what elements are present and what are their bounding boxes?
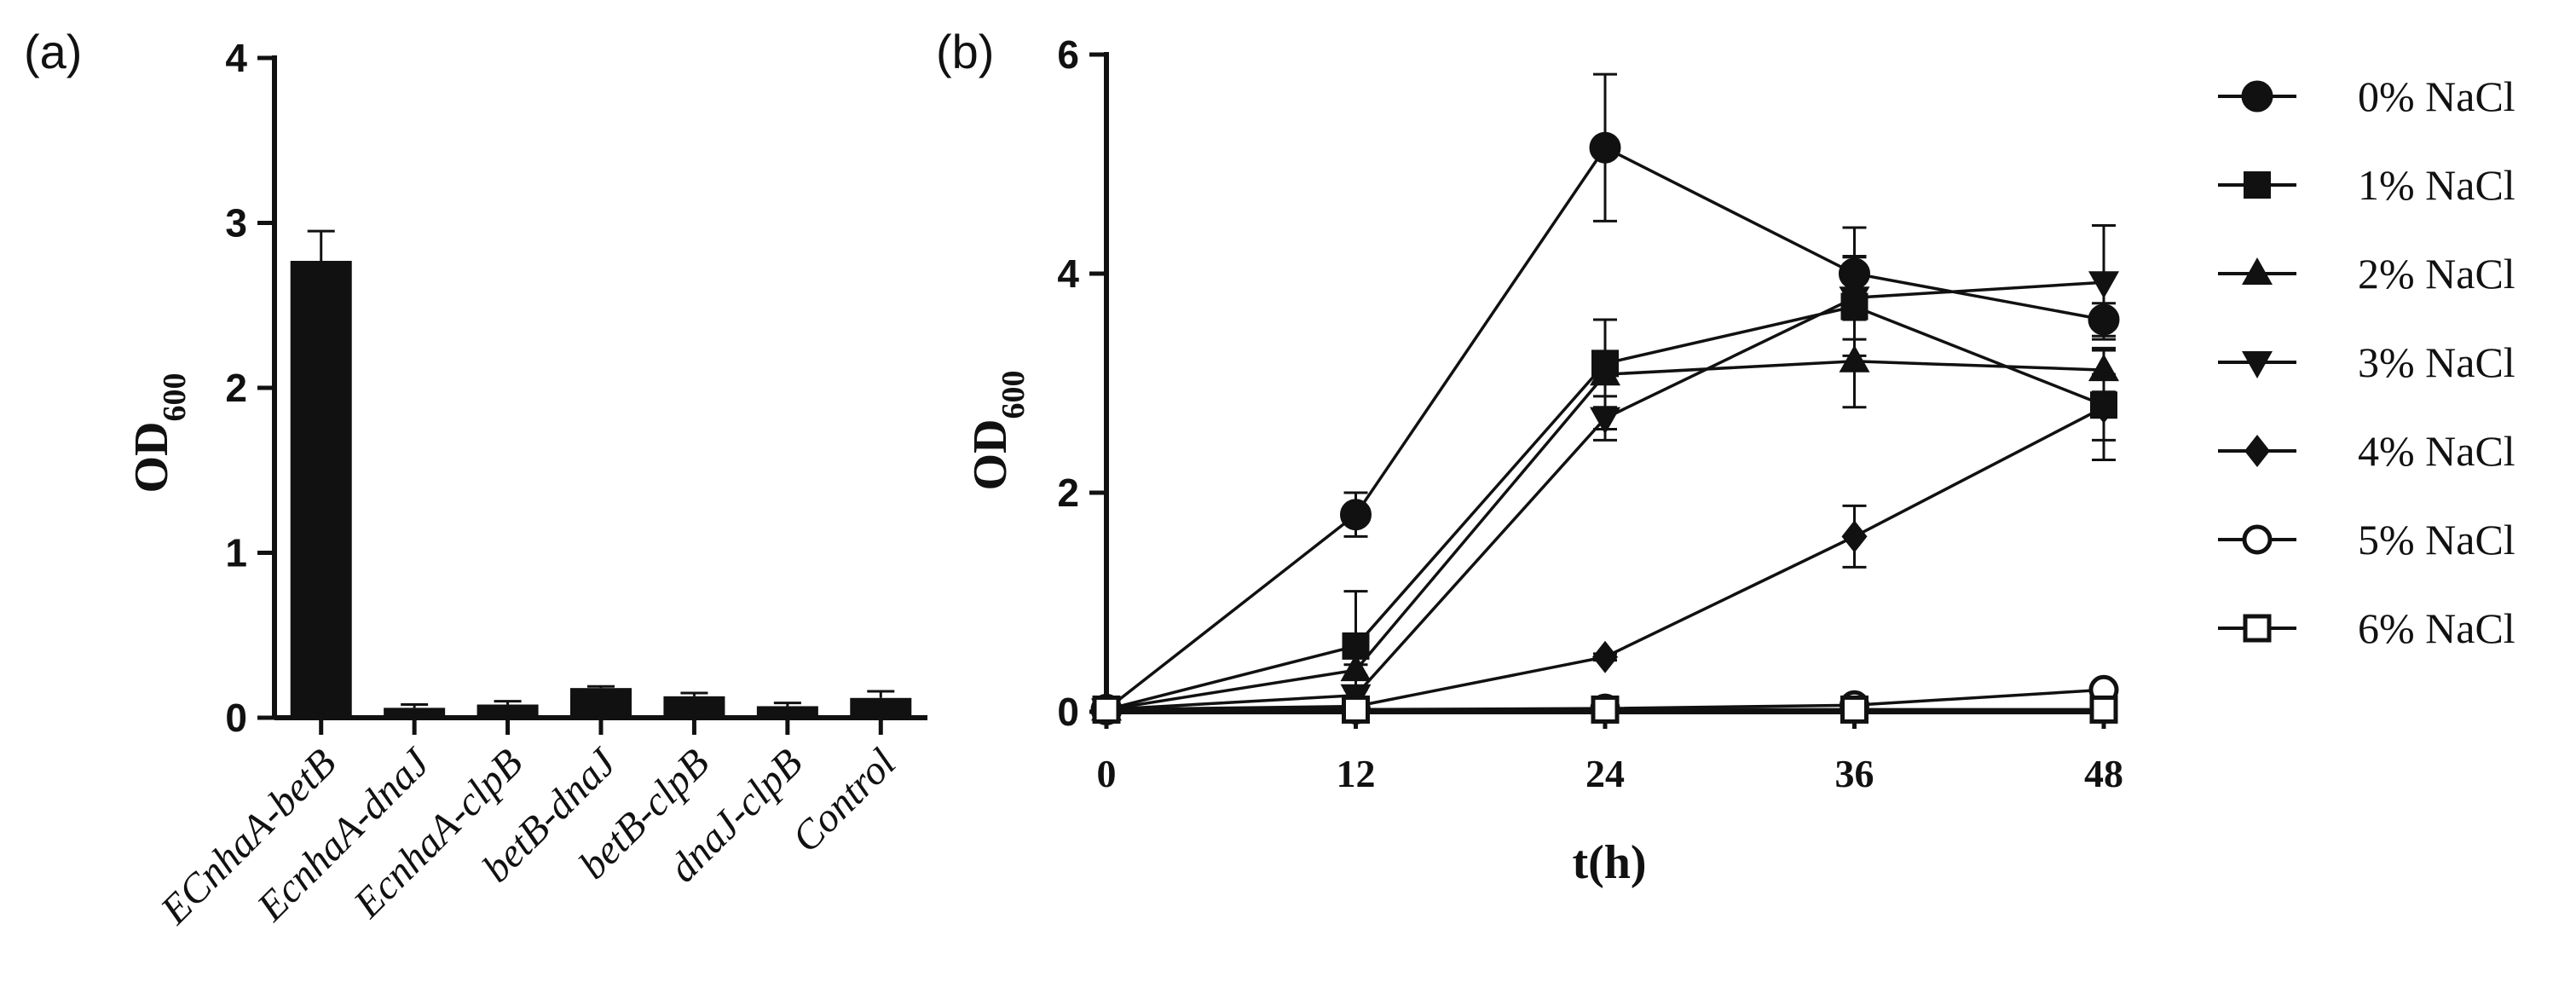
chart-b-xtick-label: 12	[1337, 752, 1376, 795]
data-point	[2091, 390, 2117, 424]
chart-b-ytick-label: 6	[1057, 32, 1079, 77]
legend-marker	[2243, 614, 2272, 643]
data-point	[1839, 344, 1870, 373]
series-6-nacl	[1092, 695, 2118, 724]
bar	[850, 697, 912, 718]
data-point	[2088, 271, 2119, 299]
legend-label: 4% NaCl	[2358, 427, 2515, 475]
chart-b-ytick-label: 0	[1057, 690, 1079, 734]
chart-b-ylabel-sub: 600	[996, 371, 1031, 419]
chart-a-ytick-label: 4	[225, 36, 247, 80]
bar	[384, 708, 446, 718]
chart-b-xtick-label: 36	[1835, 752, 1874, 795]
data-point	[1592, 640, 1618, 673]
data-point	[2089, 695, 2118, 724]
legend-marker	[2244, 171, 2271, 199]
bar	[290, 261, 352, 718]
chart-a-ylabel: OD600	[125, 373, 193, 494]
legend-marker	[2242, 524, 2273, 555]
legend-marker	[2242, 351, 2273, 378]
data-point	[1340, 654, 1372, 682]
chart-a-ytick-label: 2	[225, 366, 247, 410]
data-point	[1841, 520, 1868, 553]
panel-a-label: (a)	[24, 25, 82, 78]
chart-a-ytick-label: 0	[225, 696, 247, 740]
bar	[663, 696, 725, 718]
data-point	[1590, 358, 1620, 386]
data-point	[1591, 695, 1620, 724]
legend-marker	[2242, 257, 2273, 285]
legend-label: 1% NaCl	[2358, 161, 2515, 209]
chart-b-legend: 0% NaCl 1% NaCl 2% NaCl 3% NaCl 4% NaCl 5% Na…	[2218, 72, 2515, 652]
legend-marker	[2241, 80, 2273, 113]
chart-b-xtick-label: 0	[1097, 752, 1117, 795]
bar	[756, 706, 818, 718]
chart-b-ylabel-main: OD	[964, 419, 1017, 491]
series-3-nacl	[1091, 223, 2119, 726]
legend-label: 3% NaCl	[2358, 338, 2515, 386]
panel-b-label: (b)	[936, 25, 994, 78]
legend-label: 5% NaCl	[2358, 516, 2515, 563]
chart-b-xtick-label: 48	[2084, 752, 2123, 795]
chart-b-ytick-label: 4	[1057, 251, 1079, 296]
bar	[570, 688, 632, 718]
chart-b-xtick-label: 24	[1585, 752, 1625, 795]
legend-label: 6% NaCl	[2358, 604, 2515, 652]
data-point	[1092, 695, 1121, 724]
chart-a-ytick-label: 3	[225, 201, 247, 245]
chart-a-ylabel-main: OD	[125, 422, 178, 494]
chart-b-ylabel: OD600	[964, 371, 1031, 491]
data-point	[1589, 131, 1621, 164]
bar-chart-a: OD600 01234ECnhaA-betBEcnhaA-dnaJEcnhaA-…	[125, 36, 927, 933]
chart-b-ytick-label: 2	[1057, 471, 1079, 515]
data-point	[1342, 695, 1370, 724]
chart-a-xtick-label: Control	[783, 740, 904, 861]
legend-label: 2% NaCl	[2358, 250, 2515, 297]
legend-marker	[2244, 435, 2270, 467]
legend-label: 0% NaCl	[2358, 72, 2515, 120]
data-point	[1839, 286, 1870, 315]
data-point	[1840, 695, 1868, 724]
chart-a-ylabel-sub: 600	[157, 373, 193, 422]
chart-a-ytick-label: 1	[225, 531, 247, 575]
data-point	[1590, 407, 1620, 435]
data-point	[1340, 499, 1372, 531]
bar	[477, 704, 539, 718]
chart-b-xlabel: t(h)	[1572, 836, 1646, 889]
